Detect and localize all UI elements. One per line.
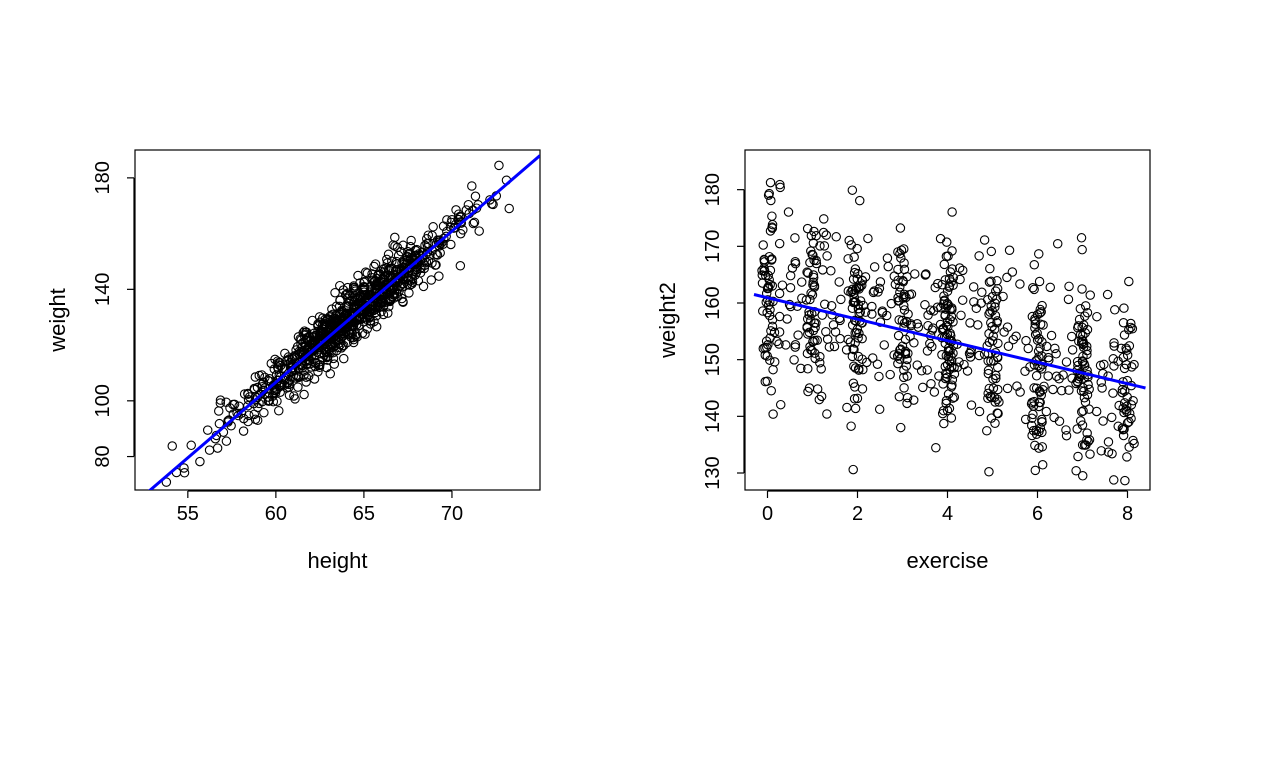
y-tick-label: 140 xyxy=(92,273,114,306)
x-tick-label: 55 xyxy=(177,503,199,525)
x-axis-label: height xyxy=(308,548,368,573)
regression-line xyxy=(144,156,540,496)
x-tick-label: 70 xyxy=(441,503,463,525)
scatter-points xyxy=(758,178,1182,518)
x-axis-label: exercise xyxy=(907,548,989,573)
y-tick-label: 160 xyxy=(702,286,724,319)
y-tick-label: 180 xyxy=(702,173,724,206)
y-tick-label: 130 xyxy=(702,456,724,489)
x-tick-label: 60 xyxy=(265,503,287,525)
y-tick-label: 150 xyxy=(702,343,724,376)
y-tick-label: 100 xyxy=(92,384,114,417)
figure-container: 55 60 65 70 80 100 140 180 height weight 0 2 4 6 8 130 1… xyxy=(0,0,1284,761)
y-tick-label: 80 xyxy=(92,445,114,467)
plot-border xyxy=(745,150,1150,490)
x-tick-label: 8 xyxy=(1122,503,1133,525)
y-tick-label: 140 xyxy=(702,400,724,433)
chart-svg: 55 60 65 70 80 100 140 180 height weight 0 2 4 6 8 130 1… xyxy=(0,0,1284,761)
x-tick-label: 4 xyxy=(942,503,953,525)
y-axis-label: weight xyxy=(45,288,70,353)
x-tick-label: 0 xyxy=(762,503,773,525)
y-axis-label: weight2 xyxy=(655,282,680,359)
x-tick-label: 6 xyxy=(1032,503,1043,525)
y-tick-label: 170 xyxy=(702,230,724,263)
y-tick-label: 180 xyxy=(92,161,114,194)
x-tick-label: 65 xyxy=(353,503,375,525)
scatter-points xyxy=(162,161,513,486)
x-tick-label: 2 xyxy=(852,503,863,525)
